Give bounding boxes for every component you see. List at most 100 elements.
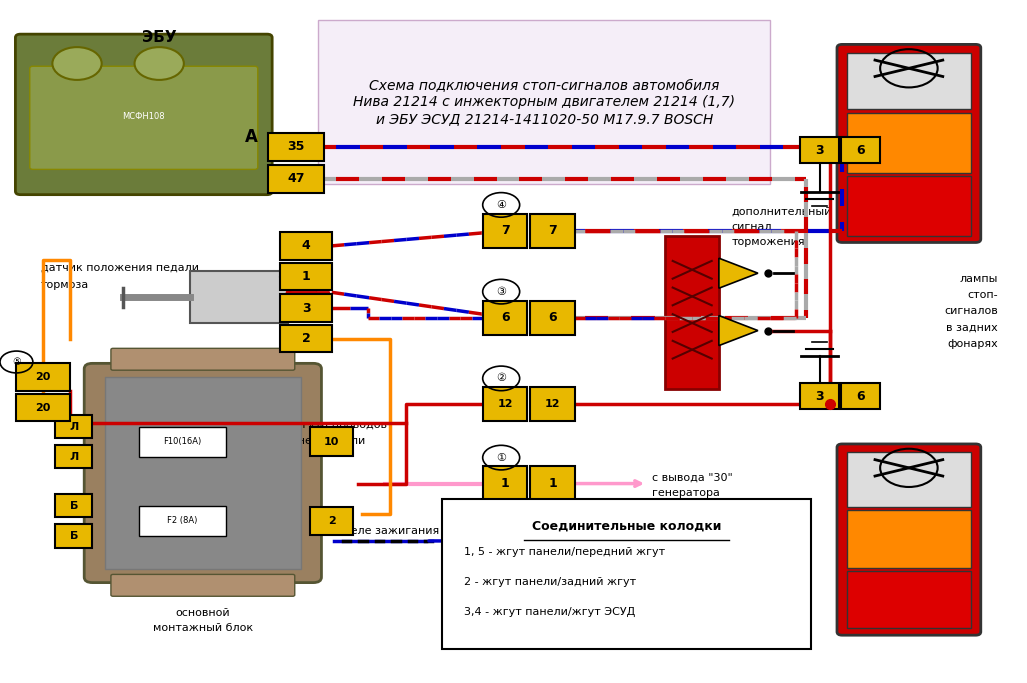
Circle shape — [135, 47, 184, 80]
Text: 6: 6 — [501, 311, 509, 324]
Text: дополнительный: дополнительный — [731, 207, 832, 217]
Text: 35: 35 — [288, 140, 304, 154]
FancyBboxPatch shape — [442, 499, 811, 649]
Text: 6: 6 — [548, 311, 557, 324]
Text: 7: 7 — [548, 224, 557, 238]
FancyBboxPatch shape — [530, 387, 574, 421]
FancyBboxPatch shape — [190, 271, 288, 323]
FancyBboxPatch shape — [288, 278, 316, 316]
FancyBboxPatch shape — [841, 383, 880, 409]
Text: 20: 20 — [36, 372, 50, 382]
Text: 2: 2 — [328, 516, 336, 526]
Text: +: + — [564, 488, 576, 503]
FancyBboxPatch shape — [530, 301, 574, 335]
Text: ①: ① — [496, 453, 506, 462]
Text: стоп-: стоп- — [967, 290, 998, 300]
Text: в задних: в задних — [947, 323, 998, 333]
FancyBboxPatch shape — [483, 387, 528, 421]
Text: торможения: торможения — [731, 237, 805, 247]
FancyBboxPatch shape — [800, 383, 839, 409]
Text: ④: ④ — [496, 200, 506, 210]
FancyBboxPatch shape — [280, 232, 332, 260]
Text: 6: 6 — [857, 143, 865, 157]
Text: с вывода "30": с вывода "30" — [652, 473, 733, 483]
Text: с реле зажигания: с реле зажигания — [334, 526, 439, 535]
Text: F10(16A): F10(16A) — [162, 437, 201, 446]
FancyBboxPatch shape — [139, 506, 226, 536]
Text: 1, 5 - жгут панели/передний жгут: 1, 5 - жгут панели/передний жгут — [464, 547, 665, 557]
Text: основной: основной — [176, 608, 230, 617]
FancyBboxPatch shape — [837, 44, 981, 242]
FancyBboxPatch shape — [847, 113, 971, 173]
FancyBboxPatch shape — [483, 301, 528, 335]
FancyBboxPatch shape — [318, 20, 770, 184]
Text: 2: 2 — [302, 332, 310, 346]
FancyBboxPatch shape — [84, 363, 321, 583]
FancyBboxPatch shape — [841, 137, 880, 163]
Text: 3: 3 — [302, 301, 310, 315]
FancyBboxPatch shape — [111, 574, 295, 596]
FancyBboxPatch shape — [847, 571, 971, 628]
FancyBboxPatch shape — [15, 34, 272, 195]
FancyBboxPatch shape — [310, 428, 353, 456]
FancyBboxPatch shape — [30, 66, 258, 169]
Text: А: А — [245, 128, 258, 145]
Text: Л: Л — [69, 421, 79, 432]
Text: Соединительные колодки: Соединительные колодки — [532, 519, 721, 533]
Text: 3: 3 — [815, 143, 824, 157]
FancyBboxPatch shape — [16, 363, 70, 391]
Text: 4: 4 — [302, 239, 310, 253]
Polygon shape — [719, 316, 758, 346]
Text: 12: 12 — [497, 400, 514, 409]
FancyBboxPatch shape — [483, 466, 528, 501]
Text: ЭБУ: ЭБУ — [142, 30, 177, 45]
FancyBboxPatch shape — [55, 445, 92, 469]
FancyBboxPatch shape — [800, 137, 839, 163]
Text: генератора: генератора — [652, 488, 720, 498]
Text: 20: 20 — [36, 403, 50, 413]
Text: Б: Б — [70, 501, 78, 511]
Circle shape — [52, 47, 102, 80]
FancyBboxPatch shape — [280, 294, 332, 322]
Text: +: + — [467, 533, 480, 548]
FancyBboxPatch shape — [55, 494, 92, 518]
FancyBboxPatch shape — [837, 444, 981, 635]
FancyBboxPatch shape — [280, 263, 332, 290]
FancyBboxPatch shape — [530, 466, 574, 501]
FancyBboxPatch shape — [105, 377, 301, 569]
FancyBboxPatch shape — [310, 507, 353, 535]
FancyBboxPatch shape — [55, 525, 92, 548]
Text: Схема подключения стоп-сигналов автомобиля
Нива 21214 с инжекторным двигателем 2: Схема подключения стоп-сигналов автомоби… — [353, 79, 735, 126]
FancyBboxPatch shape — [55, 415, 92, 438]
Text: колодка жгута проводов: колодка жгута проводов — [239, 420, 387, 430]
Text: 12: 12 — [544, 400, 561, 409]
Text: передней панели: передней панели — [262, 436, 365, 445]
Polygon shape — [719, 258, 758, 288]
Text: датчик положения педали: датчик положения педали — [41, 263, 199, 273]
Text: лампы: лампы — [960, 274, 998, 283]
Text: 3,4 - жгут панели/жгут ЭСУД: 3,4 - жгут панели/жгут ЭСУД — [464, 607, 636, 617]
FancyBboxPatch shape — [847, 510, 971, 568]
Text: МСФН108: МСФН108 — [122, 111, 165, 121]
FancyBboxPatch shape — [847, 452, 971, 507]
FancyBboxPatch shape — [483, 214, 528, 248]
FancyBboxPatch shape — [280, 325, 332, 352]
FancyBboxPatch shape — [665, 236, 719, 389]
Text: 1: 1 — [548, 477, 557, 490]
Text: ②: ② — [496, 374, 506, 383]
Text: 3: 3 — [815, 389, 824, 403]
Text: монтажный блок: монтажный блок — [153, 623, 253, 632]
FancyBboxPatch shape — [267, 165, 324, 193]
FancyBboxPatch shape — [847, 176, 971, 236]
FancyBboxPatch shape — [267, 133, 324, 161]
Text: сигнал: сигнал — [731, 222, 771, 232]
Text: сигналов: сигналов — [945, 307, 998, 316]
FancyBboxPatch shape — [847, 53, 971, 109]
Text: фонарях: фонарях — [948, 339, 998, 349]
Text: 1: 1 — [302, 270, 310, 283]
Text: тормоза: тормоза — [41, 280, 89, 290]
FancyBboxPatch shape — [111, 348, 295, 370]
Text: 1: 1 — [501, 477, 509, 490]
Text: Б: Б — [70, 531, 78, 541]
Text: ③: ③ — [496, 287, 506, 296]
